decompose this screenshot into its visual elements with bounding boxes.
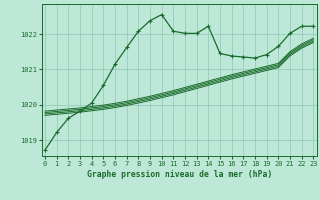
X-axis label: Graphe pression niveau de la mer (hPa): Graphe pression niveau de la mer (hPa) — [87, 170, 272, 179]
